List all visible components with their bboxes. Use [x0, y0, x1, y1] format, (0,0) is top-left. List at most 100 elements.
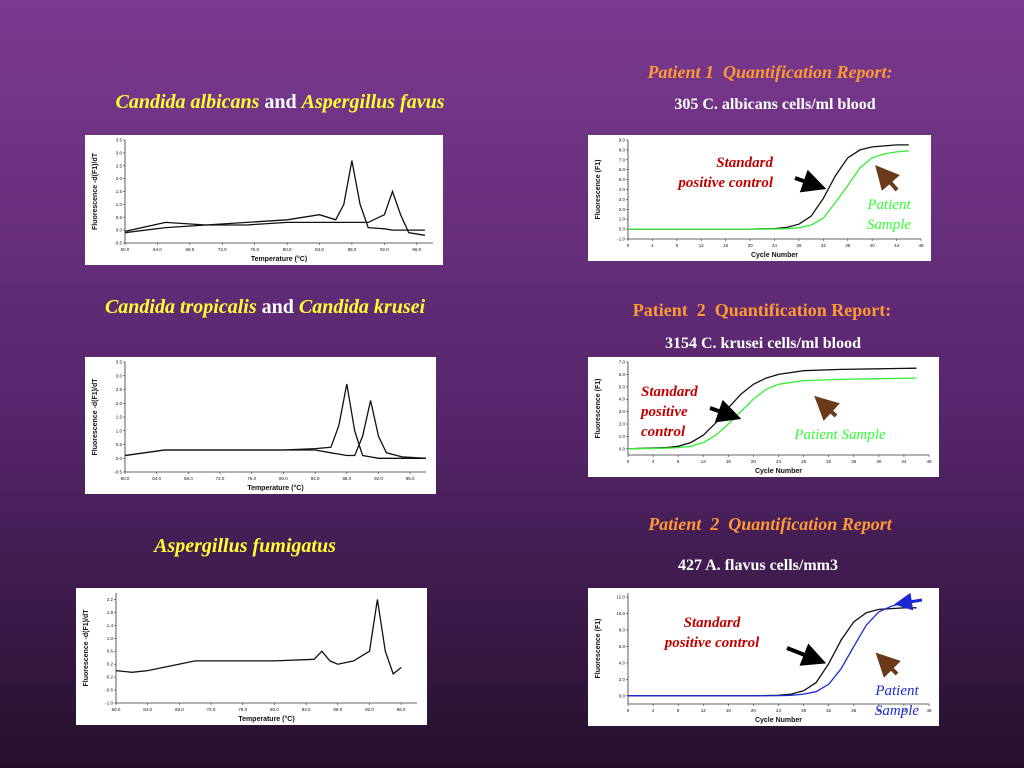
x-tick-label: 48 — [918, 243, 924, 248]
report-title: Patient 1 Quantification Report: — [646, 62, 892, 82]
y-tick-label: 2.5 — [116, 387, 123, 392]
arrows — [709, 164, 923, 678]
x-tick-label: 32 — [826, 459, 832, 464]
y-tick-label: -0.5 — [114, 241, 122, 246]
report-count: 305 C. albicans cells/ml blood — [674, 96, 875, 113]
x-tick-label: 92.0 — [365, 707, 374, 712]
y-tick-label: 8.0 — [619, 147, 626, 152]
y-tick-label: 3.0 — [619, 409, 626, 414]
x-axis-label: Temperature (°C) — [238, 715, 294, 723]
chart-panel — [76, 588, 427, 725]
report-title: Patient 2 Quantification Report: — [633, 300, 891, 320]
x-tick-label: 16 — [726, 459, 732, 464]
heading-part: Candida krusei — [299, 296, 426, 318]
arrow — [709, 399, 742, 423]
heading: Candida albicans and Aspergillus favus — [116, 91, 445, 113]
y-axis-label: Fluorescence -d(F1)/dT — [92, 378, 99, 456]
y-tick-label: 3.0 — [619, 197, 626, 202]
x-tick-label: 76.0 — [247, 476, 256, 481]
x-tick-label: 72.0 — [218, 247, 227, 252]
heading-part: Aspergillus fumigatus — [152, 535, 336, 557]
x-tick-label: 20 — [751, 708, 757, 713]
report-title: Patient 2 Quantification Report — [647, 514, 893, 534]
x-tick-label: 20 — [751, 459, 757, 464]
y-tick-label: 1.0 — [107, 636, 114, 641]
y-tick-label: 5.0 — [619, 384, 626, 389]
x-tick-label: 64.0 — [152, 476, 161, 481]
y-tick-label: 1.4 — [107, 623, 114, 628]
y-tick-label: 2.0 — [619, 677, 626, 682]
series-line — [124, 160, 425, 234]
x-axis-label: Temperature (°C) — [247, 484, 303, 492]
y-tick-label: -0.6 — [105, 688, 113, 693]
y-axis-label: Fluorescence (F1) — [595, 619, 602, 679]
x-tick-label: 44 — [894, 243, 900, 248]
x-tick-label: 76.0 — [250, 247, 259, 252]
x-tick-label: 0 — [627, 708, 630, 713]
x-tick-label: 68.0 — [185, 247, 194, 252]
chart-panel — [588, 135, 931, 261]
y-axis-label: Fluorescence -d(F1)/dT — [83, 609, 90, 687]
series-line — [115, 599, 402, 675]
series-line — [124, 400, 427, 459]
x-tick-label: 60.0 — [121, 247, 130, 252]
y-tick-label: 1.8 — [107, 610, 114, 615]
y-tick-label: 3.0 — [116, 373, 123, 378]
y-tick-label: 8.0 — [619, 628, 626, 633]
x-tick-label: 24 — [772, 243, 778, 248]
x-tick-label: 60.0 — [121, 476, 130, 481]
chart-panel — [588, 357, 939, 477]
y-tick-label: 1.0 — [116, 202, 123, 207]
x-axis-label: Cycle Number — [755, 468, 802, 475]
x-tick-label: 12 — [701, 459, 707, 464]
annotation: control — [641, 424, 686, 440]
x-tick-label: 4 — [652, 708, 655, 713]
x-tick-label: 48 — [926, 459, 932, 464]
x-tick-label: 0 — [627, 459, 630, 464]
y-tick-label: 3.0 — [116, 150, 123, 155]
x-tick-label: 84.0 — [315, 247, 324, 252]
series-line — [628, 599, 917, 697]
x-tick-label: 48 — [926, 708, 932, 713]
heading-part: Aspergillus favus — [300, 91, 445, 113]
x-axis-label: Temperature (°C) — [251, 255, 307, 263]
x-tick-label: 28 — [796, 243, 802, 248]
y-tick-label: -0.5 — [114, 470, 122, 475]
chart-panel — [85, 357, 436, 494]
annotation: Patient — [874, 683, 919, 699]
x-tick-label: 16 — [723, 243, 729, 248]
x-tick-label: 76.0 — [238, 707, 247, 712]
y-tick-label: 4.0 — [619, 397, 626, 402]
x-tick-label: 36 — [851, 459, 857, 464]
x-tick-label: 44 — [901, 459, 907, 464]
y-tick-label: 0.6 — [107, 649, 114, 654]
y-tick-label: 2.0 — [619, 422, 626, 427]
x-tick-label: 40 — [876, 459, 882, 464]
y-tick-label: 3.5 — [116, 138, 123, 143]
x-tick-label: 44 — [901, 708, 907, 713]
report-count: 427 A. flavus cells/mm3 — [678, 557, 838, 574]
x-tick-label: 16 — [726, 708, 732, 713]
x-tick-label: 96.0 — [397, 707, 406, 712]
x-tick-label: 36 — [851, 708, 857, 713]
y-tick-label: 2.0 — [116, 401, 123, 406]
y-axis-label: Fluorescence (F1) — [595, 379, 602, 439]
x-tick-label: 4 — [651, 243, 654, 248]
y-tick-label: 12.0 — [616, 595, 625, 600]
y-tick-label: 0.0 — [619, 693, 626, 698]
x-tick-label: 4 — [652, 459, 655, 464]
x-tick-label: 36 — [845, 243, 851, 248]
y-tick-label: 2.5 — [116, 163, 123, 168]
x-tick-label: 40 — [870, 243, 876, 248]
x-tick-label: 40 — [876, 708, 882, 713]
y-tick-label: 0.0 — [116, 456, 123, 461]
arrow — [814, 395, 840, 421]
arrow — [875, 652, 901, 678]
annotation: positive control — [676, 175, 773, 191]
y-tick-label: 1.0 — [619, 434, 626, 439]
heading-part: and — [262, 296, 294, 318]
y-tick-label: 3.5 — [116, 360, 123, 365]
x-tick-label: 60.0 — [112, 707, 121, 712]
annotation: Standard — [641, 384, 698, 400]
y-tick-label: 6.0 — [619, 372, 626, 377]
